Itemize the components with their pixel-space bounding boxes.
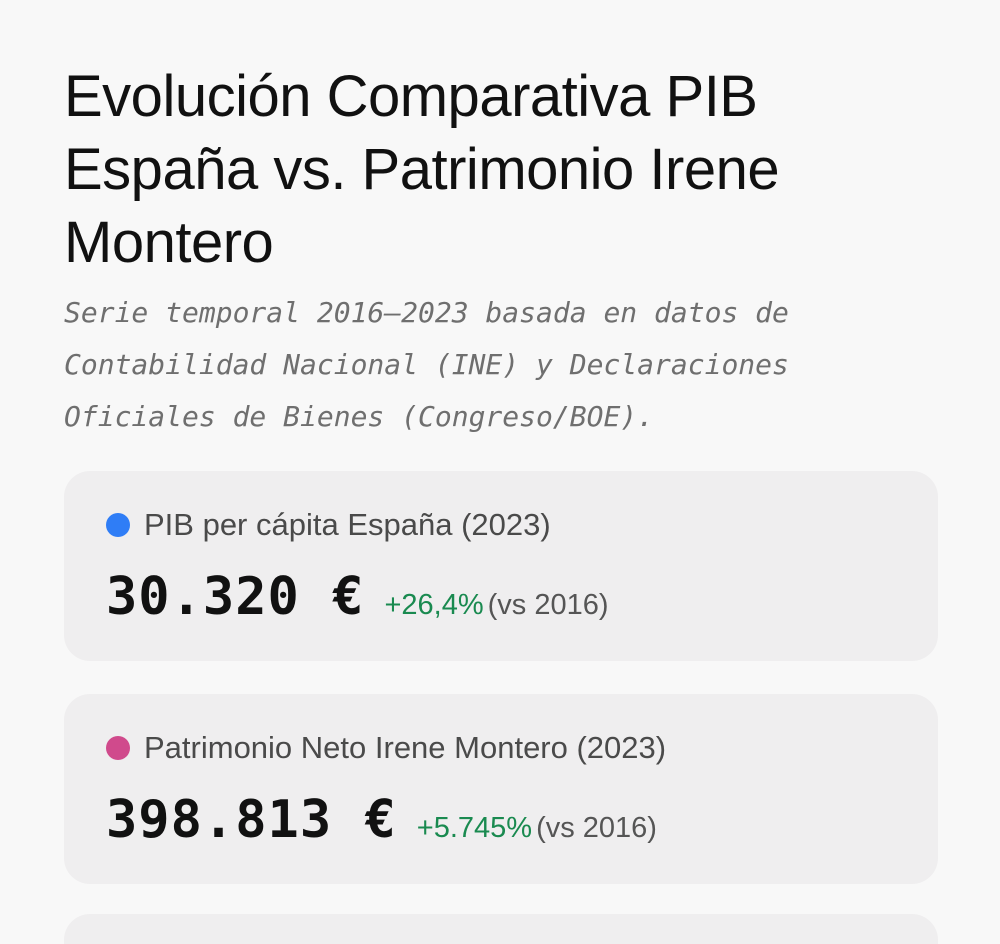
pink-dot-icon [106, 736, 130, 760]
stats-page: Evolución Comparativa PIB España vs. Pat… [64, 60, 938, 884]
stat-card-pib: PIB per cápita España (2023) 30.320 € +2… [64, 471, 938, 661]
stat-change: +26,4% [384, 589, 484, 621]
stat-card-label: Patrimonio Neto Irene Montero (2023) [144, 730, 667, 765]
stat-card-label-row: Patrimonio Neto Irene Montero (2023) [106, 728, 666, 768]
stat-reference: (vs 2016) [536, 812, 657, 844]
blue-dot-icon [106, 513, 130, 537]
stat-change: +5.745% [416, 812, 533, 844]
stat-card-patrimonio: Patrimonio Neto Irene Montero (2023) 398… [64, 694, 938, 884]
page-title: Evolución Comparativa PIB España vs. Pat… [64, 64, 780, 275]
stat-value: 30.320 € [106, 567, 365, 627]
stat-card-value-row: 398.813 € +5.745% (vs 2016) [106, 790, 657, 850]
stat-value: 398.813 € [106, 790, 397, 850]
page-subtitle: Serie temporal 2016–2023 basada en datos… [64, 296, 789, 433]
stat-reference: (vs 2016) [487, 589, 609, 621]
stat-card-label: PIB per cápita España (2023) [144, 507, 551, 542]
stat-card-value-row: 30.320 € +26,4% (vs 2016) [106, 567, 609, 627]
stat-card-label-row: PIB per cápita España (2023) [106, 505, 551, 545]
